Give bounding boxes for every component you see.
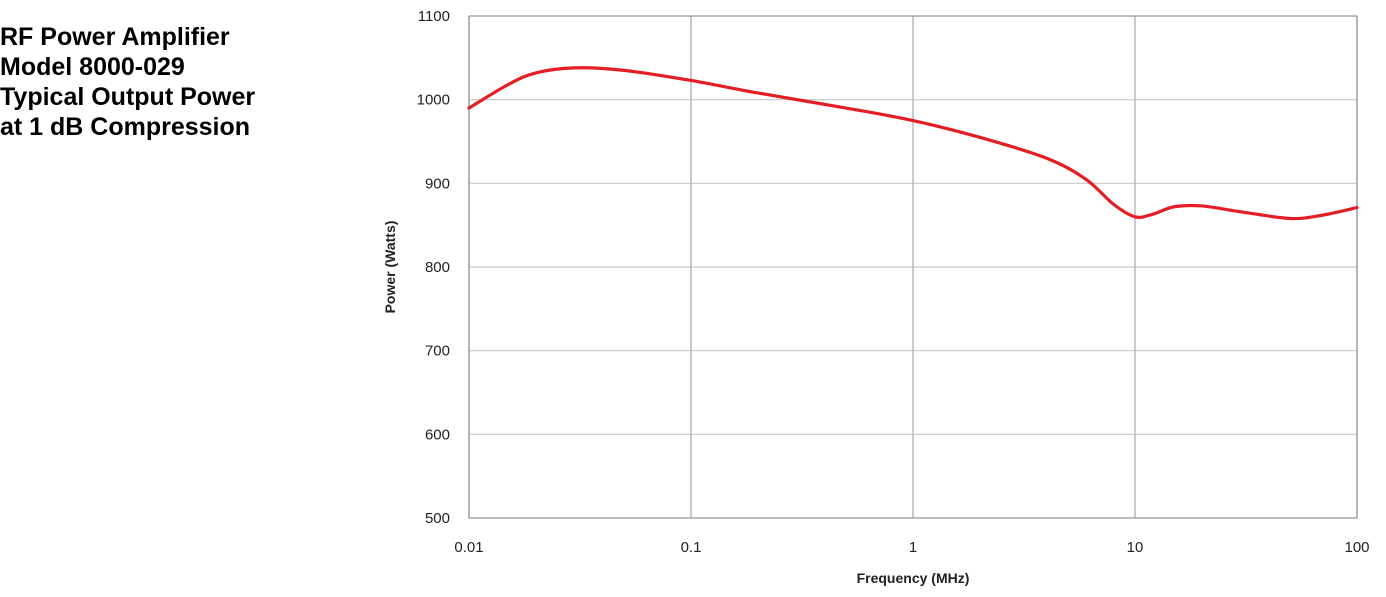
y-tick-label: 900 xyxy=(425,175,450,192)
x-axis-label: Frequency (MHz) xyxy=(857,570,970,586)
grid-lines xyxy=(468,15,1358,519)
tick-labels: 500 600 700 800 900 1000 1100 0.01 0.1 1 10 100 xyxy=(417,8,1370,556)
y-tick-label: 1100 xyxy=(418,8,450,25)
title-line-4: at 1 dB Compression xyxy=(0,113,251,141)
y-tick-label: 600 xyxy=(425,426,450,443)
y-axis-label: Power (Watts) xyxy=(382,221,398,314)
y-tick-label: 1000 xyxy=(417,92,450,109)
plot-frame xyxy=(468,15,1358,519)
x-tick-label: 0.1 xyxy=(681,539,702,556)
chart-title: RF Power Amplifier Model 8000-029 Typica… xyxy=(0,22,340,142)
y-tick-label: 500 xyxy=(425,510,450,527)
x-tick-label: 10 xyxy=(1127,539,1144,556)
series-layer xyxy=(467,66,1359,221)
title-line-2: Model 8000-029 xyxy=(0,53,185,81)
x-tick-label: 100 xyxy=(1344,539,1369,556)
series-line-power xyxy=(467,66,1359,221)
title-line-1: RF Power Amplifier xyxy=(0,23,230,51)
y-tick-label: 700 xyxy=(425,343,450,360)
title-line-3: Typical Output Power xyxy=(0,83,256,111)
x-tick-label: 1 xyxy=(909,539,917,556)
y-tick-label: 800 xyxy=(425,259,450,276)
x-tick-label: 0.01 xyxy=(454,539,483,556)
